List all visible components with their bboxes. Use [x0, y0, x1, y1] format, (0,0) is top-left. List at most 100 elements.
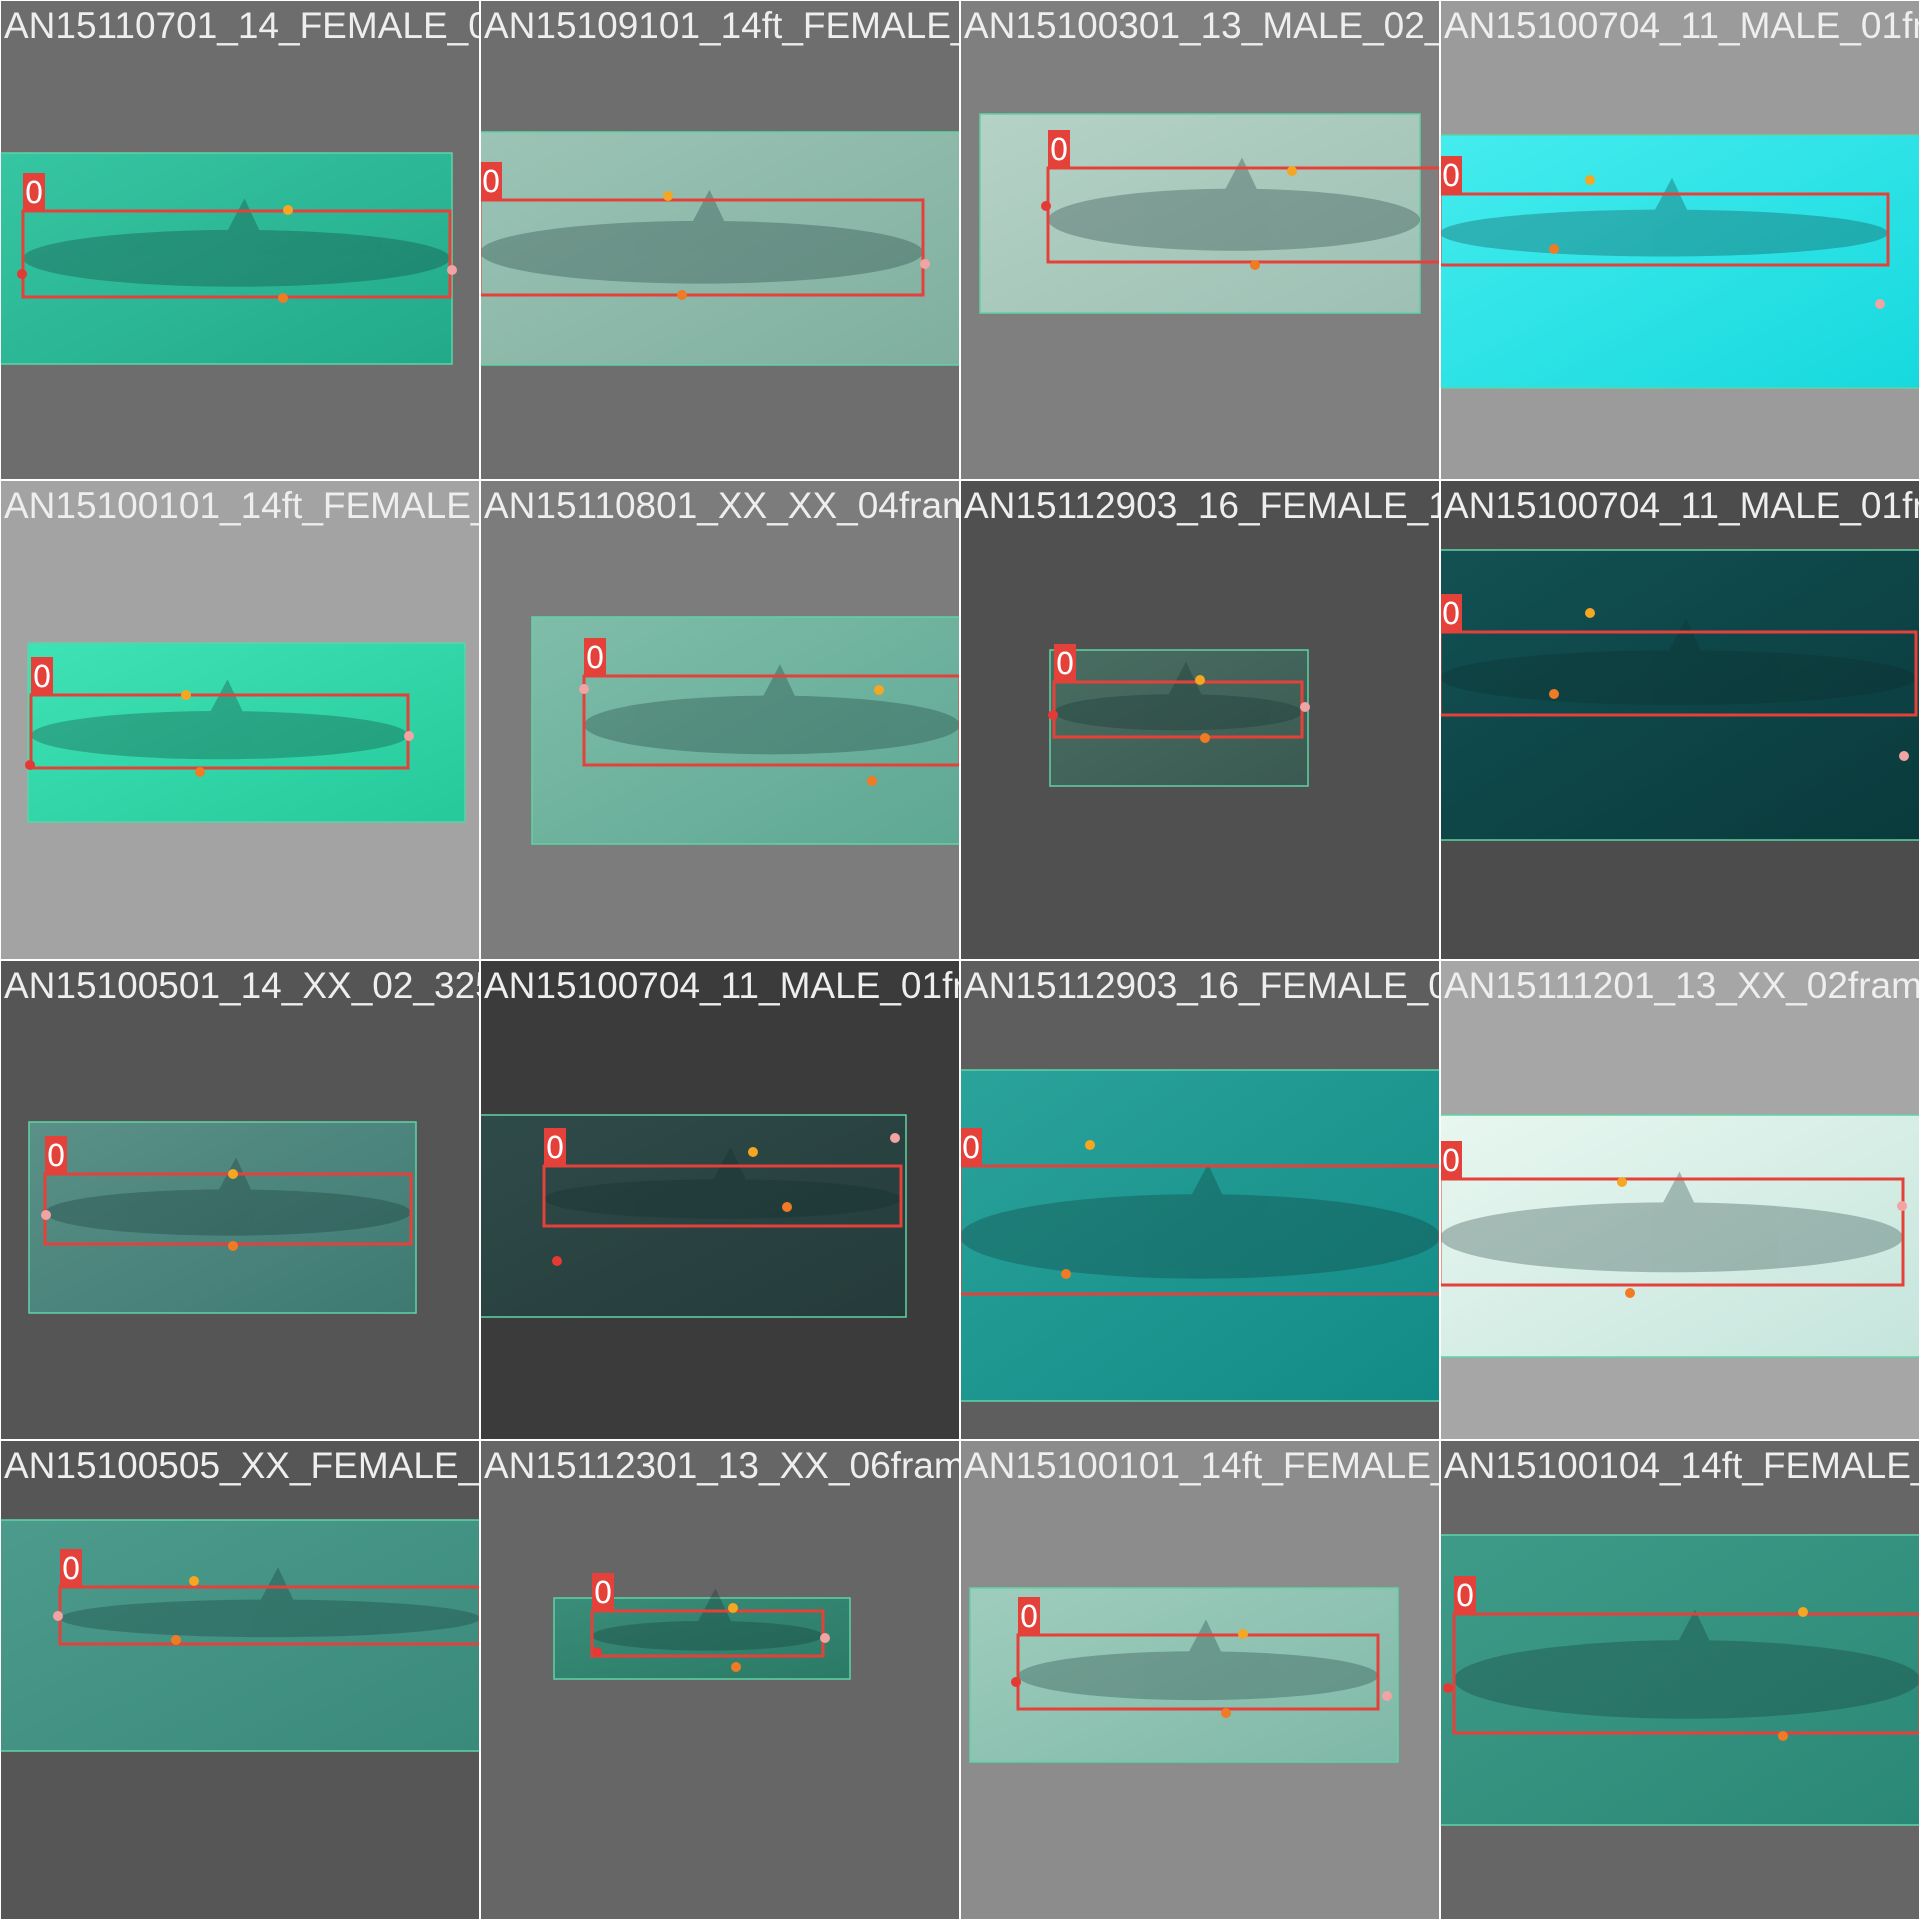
- keypoint-dorsal: [728, 1603, 738, 1613]
- class-label: 0: [1455, 1579, 1474, 1614]
- class-label: 0: [1441, 1144, 1460, 1179]
- keypoint-belly: [1200, 733, 1210, 743]
- class-label-bg: [23, 173, 45, 211]
- shark-photo: [480, 1114, 907, 1318]
- shark-photo: [1049, 649, 1309, 787]
- shark-photo: [1440, 1114, 1920, 1358]
- keypoint-tail: [1899, 751, 1909, 761]
- mosaic-tile: 0 AN15100704_11_MALE_01frame4_88.jpg: [1439, 0, 1920, 481]
- class-label: 0: [585, 641, 604, 676]
- shark-photo: [969, 1587, 1399, 1763]
- shark-silhouette: [23, 198, 450, 287]
- keypoint-belly: [195, 767, 205, 777]
- class-label-bg: [31, 657, 53, 695]
- keypoint-dorsal: [1585, 175, 1595, 185]
- keypoint-dorsal: [1238, 1629, 1248, 1639]
- class-label-bg: [1440, 1141, 1462, 1179]
- keypoint-tail: [920, 259, 930, 269]
- keypoint-dorsal: [228, 1169, 238, 1179]
- keypoint-dorsal: [748, 1147, 758, 1157]
- class-label: 0: [593, 1576, 612, 1611]
- keypoint-dorsal: [1585, 608, 1595, 618]
- keypoint-dorsal: [874, 685, 884, 695]
- class-label-bg: [584, 638, 606, 676]
- class-label-bg: [1440, 594, 1462, 632]
- class-label-bg: [960, 1128, 982, 1166]
- keypoint-belly: [1549, 244, 1559, 254]
- detection-box: [1016, 1633, 1380, 1711]
- detection-box: [1440, 1177, 1905, 1287]
- keypoint-dorsal: [181, 690, 191, 700]
- class-label-bg: [1018, 1597, 1040, 1635]
- keypoint-belly: [228, 1241, 238, 1251]
- class-label: 0: [1049, 133, 1068, 168]
- detection-box: [582, 674, 960, 767]
- keypoint-belly: [278, 293, 288, 303]
- class-label: 0: [961, 1131, 980, 1166]
- class-label: 0: [1019, 1600, 1038, 1635]
- class-label-bg: [45, 1136, 67, 1174]
- keypoint-tail: [820, 1633, 830, 1643]
- keypoint-tail: [1897, 1201, 1907, 1211]
- keypoint-belly: [1061, 1269, 1071, 1279]
- keypoint-nose: [1011, 1677, 1021, 1687]
- class-label: 0: [1441, 597, 1460, 632]
- keypoint-dorsal: [1617, 1177, 1627, 1187]
- keypoint-belly: [1221, 1708, 1231, 1718]
- class-label: 0: [61, 1552, 80, 1587]
- shark-photo: [960, 1069, 1440, 1402]
- shark-silhouette: [1054, 661, 1302, 731]
- shark-silhouette: [60, 1567, 480, 1638]
- keypoint-nose: [25, 760, 35, 770]
- keypoint-nose: [1041, 201, 1051, 211]
- class-label-bg: [544, 1128, 566, 1166]
- keypoint-tail: [890, 1133, 900, 1143]
- keypoint-dorsal: [189, 1576, 199, 1586]
- keypoint-tail: [447, 265, 457, 275]
- detection-box: [21, 209, 452, 299]
- shark-silhouette: [1454, 1609, 1920, 1719]
- shark-silhouette: [1440, 618, 1916, 706]
- keypoint-belly: [731, 1662, 741, 1672]
- keypoint-belly: [1778, 1731, 1788, 1741]
- keypoint-tail: [404, 731, 414, 741]
- detection-box: [1452, 1612, 1920, 1735]
- shark-silhouette: [1048, 157, 1420, 251]
- keypoint-nose: [592, 1647, 602, 1657]
- detection-box: [1440, 630, 1918, 717]
- mosaic-tile: 0 AN15100704_11_MALE_01frame4.jpg: [1439, 479, 1920, 961]
- class-label: 0: [32, 660, 51, 695]
- keypoint-belly: [1549, 689, 1559, 699]
- keypoint-nose: [1048, 710, 1058, 720]
- keypoint-dorsal: [1287, 166, 1297, 176]
- keypoint-belly: [782, 1202, 792, 1212]
- class-label-bg: [60, 1549, 82, 1587]
- tile-filename: AN15100704_11_MALE_01frame4.jpg: [1444, 485, 1920, 526]
- shark-photo: [28, 1121, 417, 1314]
- detection-box: [1440, 192, 1890, 267]
- keypoint-nose: [17, 269, 27, 279]
- mosaic-tile: 0 AN15111201_13_XX_02frame.jpg: [1439, 959, 1920, 1441]
- keypoint-belly: [171, 1635, 181, 1645]
- keypoint-tail: [1300, 702, 1310, 712]
- class-label: 0: [545, 1131, 564, 1166]
- tile-filename: AN15111201_13_XX_02frame.jpg: [1444, 965, 1920, 1006]
- keypoint-belly: [1625, 1288, 1635, 1298]
- shark-silhouette: [960, 1164, 1440, 1279]
- keypoint-dorsal: [283, 205, 293, 215]
- class-label-bg: [1454, 1576, 1476, 1614]
- keypoint-tail: [53, 1611, 63, 1621]
- class-label: 0: [481, 165, 500, 200]
- tile-background: [480, 1440, 960, 1920]
- class-label: 0: [24, 176, 43, 211]
- mosaic-tile: 0 AN15100104_14ft_FEMALE_13frame.jpg: [1439, 1439, 1920, 1920]
